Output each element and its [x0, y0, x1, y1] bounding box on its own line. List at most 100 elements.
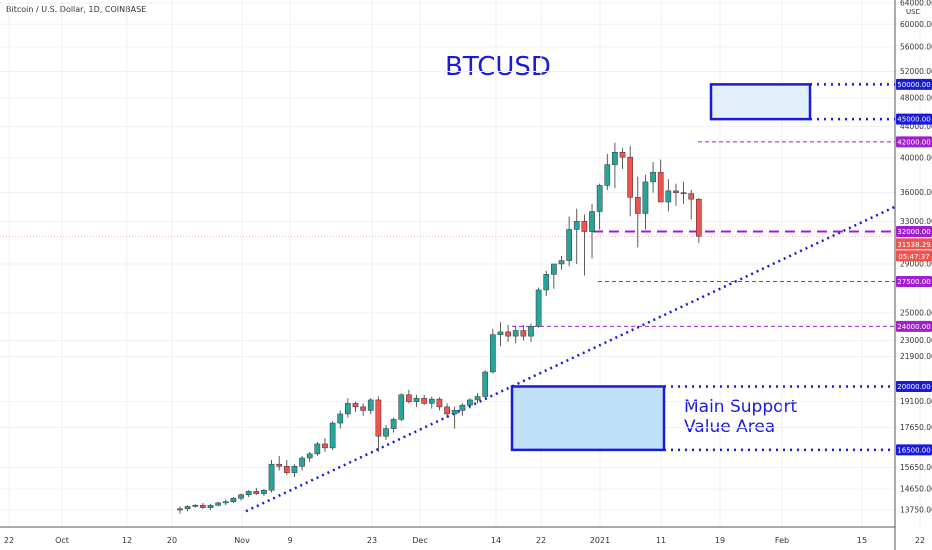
y-tick-label: 40000.00 [900, 153, 932, 162]
candle-body [222, 501, 229, 504]
x-tick-label: 2021 [590, 536, 610, 545]
price-badge-27500 [896, 275, 932, 287]
candle-body [436, 398, 443, 408]
candle-body [650, 172, 656, 183]
candle-body [421, 397, 428, 404]
candle-body [604, 164, 611, 186]
last-price-badge [896, 238, 932, 250]
candles [177, 142, 702, 514]
candle-body [345, 403, 351, 415]
candle-body [261, 489, 267, 494]
candle-body [551, 263, 557, 275]
x-tick-label: 22 [915, 536, 925, 545]
x-tick-label: Dec [412, 536, 427, 545]
candle-body [512, 330, 519, 337]
candle-body [329, 422, 336, 449]
candle-body [291, 466, 298, 473]
candle-body [207, 504, 214, 508]
candle-body [230, 497, 237, 502]
candle-body [306, 453, 313, 459]
currency-label: USD [906, 8, 921, 16]
x-tick-label: 15 [857, 536, 867, 545]
candle-body [375, 399, 382, 437]
y-tick-label: 48000.00 [900, 93, 932, 102]
candle-body [398, 394, 405, 420]
candle-body [428, 398, 435, 404]
candle-body [474, 396, 481, 401]
x-tick-label: 19 [715, 536, 725, 545]
last-price-label: 31538.29 [897, 241, 930, 249]
candle-body [276, 463, 283, 467]
x-tick-label: Feb [775, 536, 789, 545]
candle-body [467, 399, 473, 406]
candle-body [558, 260, 565, 265]
candle-body [505, 331, 511, 337]
candle-body [337, 413, 344, 424]
candle-body [383, 428, 389, 437]
x-tick-label: 22 [536, 536, 546, 545]
candle-body [314, 443, 321, 455]
candle-body [543, 274, 550, 291]
y-tick-label: 17650.00 [900, 423, 932, 432]
candle-body [612, 151, 618, 165]
support-annotation-line2: Value Area [684, 417, 776, 437]
candle-body [642, 181, 649, 214]
candle-body [238, 494, 244, 499]
y-tick-label: 44000.00 [900, 122, 932, 131]
y-tick-label: 19100.00 [900, 397, 932, 406]
price-badge-50000 [896, 78, 932, 90]
candle-body [581, 221, 588, 232]
candle-body [528, 326, 534, 337]
y-tick-label: 13750.00 [900, 506, 932, 515]
y-tick-label: 25000.00 [900, 308, 932, 317]
candle-body [489, 334, 496, 373]
candle-body [520, 330, 527, 337]
candle-body [360, 406, 366, 411]
candle-body [322, 443, 328, 449]
y-tick-label: 23000.00 [900, 336, 932, 345]
candle-body [192, 504, 199, 507]
candle-body [482, 371, 489, 397]
x-tick-label: 23 [367, 536, 377, 545]
candle-body [688, 193, 695, 200]
countdown-badge [896, 250, 932, 262]
candle-body [451, 410, 458, 415]
candle-body [634, 197, 641, 214]
candle-body [406, 394, 412, 402]
price-badge-label-16500: 16500.00 [897, 446, 930, 454]
price-badge-label-32000: 32000.00 [897, 228, 930, 236]
candle-body [444, 406, 450, 415]
candle-body [245, 491, 252, 496]
x-tick-label: Oct [55, 536, 69, 545]
price-badge-20000 [896, 380, 932, 392]
x-tick-label: 12 [122, 536, 132, 545]
price-badge-label-27500: 27500.00 [897, 278, 930, 286]
y-tick-label: 56000.00 [900, 43, 932, 52]
price-badge-label-50000: 50000.00 [897, 81, 930, 89]
chart-annotation-title: BTCUSD [445, 52, 551, 82]
x-tick-label: Nov [234, 536, 250, 545]
candle-body [200, 504, 206, 508]
x-tick-label: 20 [167, 536, 177, 545]
chart-ticker-title: Bitcoin / U.S. Dollar, 1D, COINBASE [6, 5, 147, 14]
candle-body [573, 221, 580, 230]
candle-body [367, 399, 374, 411]
candle-body [413, 397, 420, 402]
candle-body [215, 502, 222, 506]
y-tick-label: 15650.00 [900, 463, 932, 472]
candle-body [497, 331, 504, 335]
x-tick-label: 11 [656, 536, 666, 545]
candle-body [283, 466, 290, 473]
candle-body [184, 506, 191, 510]
x-tick-label: 22 [4, 536, 14, 545]
candle-body [268, 463, 275, 491]
price-badge-label-20000: 20000.00 [897, 383, 930, 391]
y-tick-label: 52000.00 [900, 67, 932, 76]
candle-body [627, 156, 634, 198]
candle-body [695, 198, 702, 237]
main-support-value-area-box [510, 385, 666, 452]
x-tick-label: 14 [491, 536, 501, 545]
y-tick-label: 29000.00 [900, 259, 932, 268]
y-tick-label: 33000.00 [900, 217, 932, 226]
